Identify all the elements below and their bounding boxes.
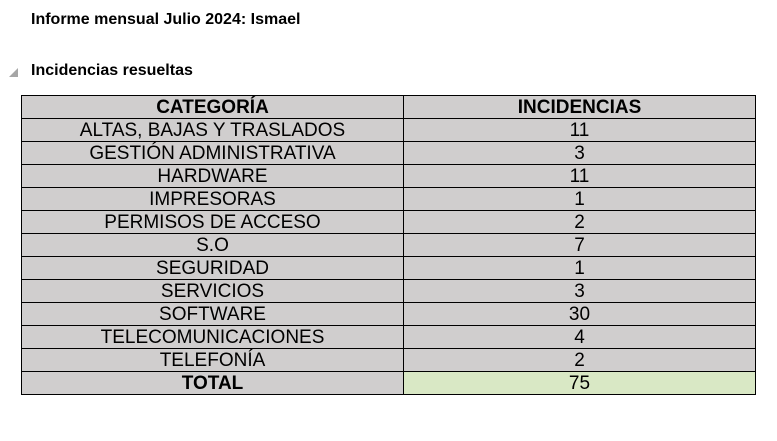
report-title: Informe mensual Julio 2024: Ismael xyxy=(31,11,301,28)
table-row: S.O 7 xyxy=(21,233,756,257)
category-cell: IMPRESORAS xyxy=(21,187,404,211)
table-row: SEGURIDAD 1 xyxy=(21,256,756,280)
table-row: TELEFONÍA 2 xyxy=(21,348,756,372)
total-label: TOTAL xyxy=(21,371,404,395)
count-cell: 11 xyxy=(403,118,756,142)
table-row: IMPRESORAS 1 xyxy=(21,187,756,211)
category-cell: GESTIÓN ADMINISTRATIVA xyxy=(21,141,404,165)
section-title: Incidencias resueltas xyxy=(31,62,193,79)
column-header-incidents: INCIDENCIAS xyxy=(403,95,756,119)
table-row: HARDWARE 11 xyxy=(21,164,756,188)
count-cell: 1 xyxy=(403,256,756,280)
table-row: ALTAS, BAJAS Y TRASLADOS 11 xyxy=(21,118,756,142)
table-row: SOFTWARE 30 xyxy=(21,302,756,326)
section-header: Incidencias resueltas xyxy=(9,62,193,80)
table-row: GESTIÓN ADMINISTRATIVA 3 xyxy=(21,141,756,165)
category-cell: ALTAS, BAJAS Y TRASLADOS xyxy=(21,118,404,142)
total-value: 75 xyxy=(403,371,756,395)
category-cell: TELEFONÍA xyxy=(21,348,404,372)
table-row: TELECOMUNICACIONES 4 xyxy=(21,325,756,349)
category-cell: SOFTWARE xyxy=(21,302,404,326)
table-row: PERMISOS DE ACCESO 2 xyxy=(21,210,756,234)
count-cell: 3 xyxy=(403,279,756,303)
category-cell: SEGURIDAD xyxy=(21,256,404,280)
count-cell: 2 xyxy=(403,210,756,234)
count-cell: 4 xyxy=(403,325,756,349)
table-row: SERVICIOS 3 xyxy=(21,279,756,303)
collapse-triangle-icon[interactable] xyxy=(9,67,18,77)
count-cell: 7 xyxy=(403,233,756,257)
count-cell: 1 xyxy=(403,187,756,211)
column-header-category: CATEGORÍA xyxy=(21,95,404,119)
incidents-table: CATEGORÍA INCIDENCIAS ALTAS, BAJAS Y TRA… xyxy=(21,95,756,395)
count-cell: 3 xyxy=(403,141,756,165)
category-cell: TELECOMUNICACIONES xyxy=(21,325,404,349)
total-row: TOTAL 75 xyxy=(21,371,756,395)
category-cell: S.O xyxy=(21,233,404,257)
table-header-row: CATEGORÍA INCIDENCIAS xyxy=(21,95,756,119)
count-cell: 2 xyxy=(403,348,756,372)
count-cell: 11 xyxy=(403,164,756,188)
count-cell: 30 xyxy=(403,302,756,326)
category-cell: PERMISOS DE ACCESO xyxy=(21,210,404,234)
category-cell: SERVICIOS xyxy=(21,279,404,303)
category-cell: HARDWARE xyxy=(21,164,404,188)
